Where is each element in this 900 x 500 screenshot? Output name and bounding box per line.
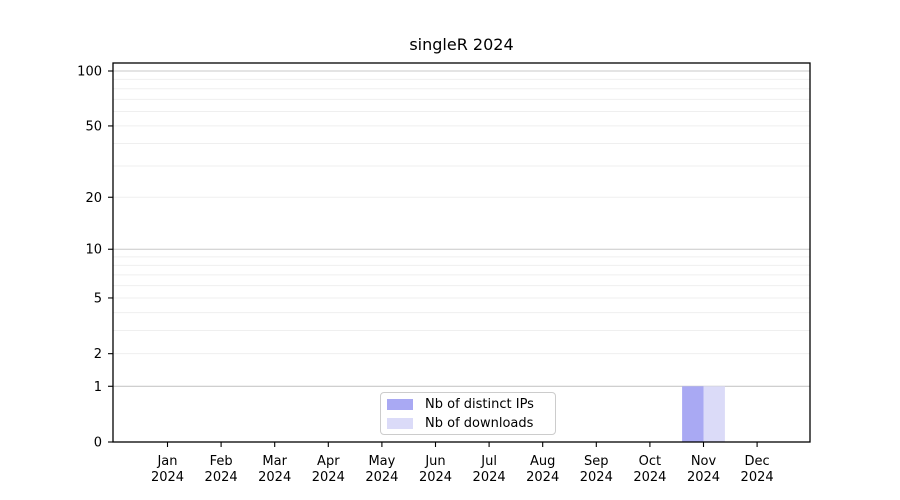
x-tick-label-year: 2024	[151, 470, 184, 485]
x-tick-label-year: 2024	[473, 470, 506, 485]
y-tick-label: 2	[94, 347, 102, 362]
x-tick-label-month: Jul	[480, 454, 497, 469]
x-tick-label-month: May	[368, 454, 395, 469]
x-tick-label-month: Aug	[530, 454, 555, 469]
x-tick-label-year: 2024	[365, 470, 398, 485]
y-tick-label: 1	[94, 380, 102, 395]
chart-title: singleR 2024	[409, 35, 514, 54]
x-tick-label-year: 2024	[312, 470, 345, 485]
legend: Nb of distinct IPs Nb of downloads	[380, 392, 556, 435]
y-tick-label: 5	[94, 291, 102, 306]
plot-frame	[112, 62, 811, 443]
legend-label-distinct-ips: Nb of distinct IPs	[425, 396, 534, 412]
legend-swatch-downloads	[387, 417, 413, 429]
x-tick-label-year: 2024	[633, 470, 666, 485]
y-tick-label: 50	[85, 119, 102, 134]
legend-item-distinct-ips: Nb of distinct IPs	[381, 396, 555, 413]
x-tick-label-year: 2024	[580, 470, 613, 485]
legend-swatch-distinct-ips	[387, 398, 413, 410]
legend-label-downloads: Nb of downloads	[425, 415, 534, 431]
y-tick-label: 0	[94, 436, 102, 451]
x-tick-label-month: Oct	[639, 454, 661, 469]
y-tick-label: 20	[85, 191, 102, 206]
x-tick-label-year: 2024	[741, 470, 774, 485]
x-tick-label-month: Mar	[262, 454, 287, 469]
x-tick-label-month: Nov	[691, 454, 717, 469]
bar-downloads	[703, 386, 725, 442]
bar-distinct-ips	[682, 386, 704, 442]
y-tick-label: 100	[77, 65, 102, 80]
legend-item-downloads: Nb of downloads	[381, 415, 555, 432]
x-tick-label-month: Feb	[210, 454, 233, 469]
x-tick-label-year: 2024	[258, 470, 291, 485]
x-tick-label-year: 2024	[687, 470, 720, 485]
x-tick-label-month: Jan	[156, 454, 177, 469]
x-tick-label-year: 2024	[205, 470, 238, 485]
x-tick-label-month: Sep	[584, 454, 609, 469]
x-tick-label-year: 2024	[419, 470, 452, 485]
x-tick-label-month: Apr	[317, 454, 340, 469]
x-tick-label-month: Jun	[424, 454, 445, 469]
x-tick-label-year: 2024	[526, 470, 559, 485]
x-tick-label-month: Dec	[745, 454, 770, 469]
y-tick-label: 10	[85, 243, 102, 258]
